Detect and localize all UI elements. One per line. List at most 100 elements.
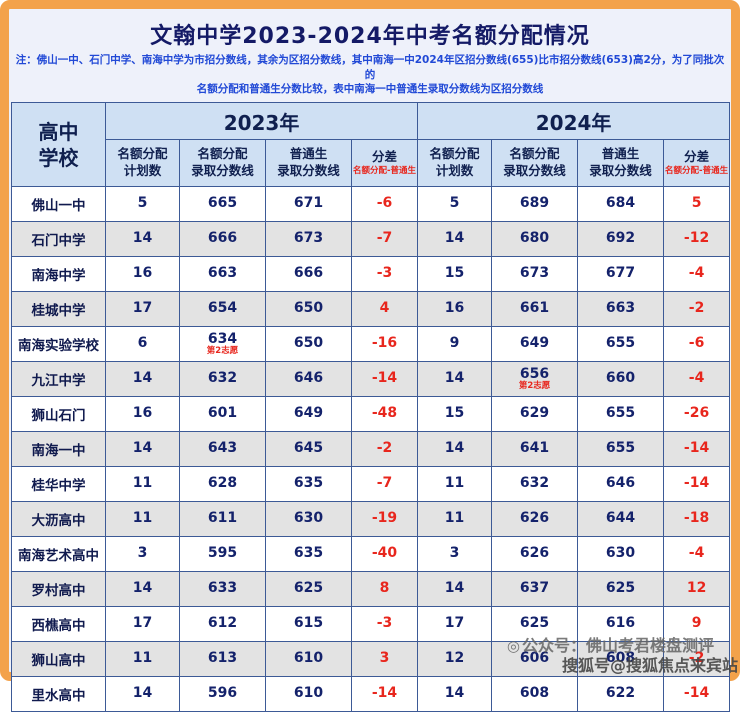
value-cell: 14 — [105, 431, 180, 468]
value-cell: 14 — [417, 361, 493, 398]
diff-cell: -12 — [663, 221, 731, 258]
table-row: 罗村高中 14 633 625 8 14 637 625 12 — [11, 571, 731, 608]
value-cell: 611 — [179, 501, 266, 538]
table-row: 佛山一中 5 665 671 -6 5 689 684 5 — [11, 186, 731, 223]
value-cell: 663 — [179, 256, 266, 293]
table-row: 南海艺术高中 3 595 635 -40 3 626 630 -4 — [11, 536, 731, 573]
table-row: 大沥高中 11 611 630 -19 11 626 644 -18 — [11, 501, 731, 538]
value-cell: 6 — [105, 326, 180, 363]
value-cell: 655 — [577, 326, 665, 363]
value-cell: 15 — [417, 396, 493, 433]
quota-table: 高中 学校 2023年 2024年 名额分配 计划数 名额分配 录取分数线 普通生 录取分… — [11, 102, 731, 712]
diff-cell: -2 — [350, 431, 419, 468]
value-cell: 630 — [265, 501, 352, 538]
school-name-cell: 石门中学 — [11, 221, 106, 258]
school-name-cell: 南海一中 — [11, 431, 106, 468]
value-cell: 673 — [491, 256, 579, 293]
value-cell: 615 — [265, 606, 352, 643]
value-cell: 661 — [491, 291, 579, 328]
value-cell: 635 — [265, 536, 352, 573]
value-cell: 12 — [417, 641, 493, 678]
value-cell: 11 — [105, 466, 180, 503]
table-row: 石门中学 14 666 673 -7 14 680 692 -12 — [11, 221, 731, 258]
value-cell: 673 — [265, 221, 352, 258]
value-cell: 629 — [491, 396, 579, 433]
school-name-cell: 里水高中 — [11, 676, 106, 712]
school-name-cell: 狮山石门 — [11, 396, 106, 433]
value-cell: 622 — [577, 676, 665, 712]
value-cell: 3 — [105, 536, 180, 573]
value-cell: 613 — [179, 641, 266, 678]
value-cell: 601 — [179, 396, 266, 433]
value-cell: 637 — [491, 571, 579, 608]
value-cell: 14 — [105, 361, 180, 398]
page-title: 文翰中学2023-2024年中考名额分配情况 — [150, 24, 590, 49]
value-cell: 9 — [417, 326, 493, 363]
diff-cell: -14 — [350, 361, 419, 398]
diff-cell: -4 — [663, 536, 731, 573]
value-cell: 595 — [179, 536, 266, 573]
diff-cell: -7 — [350, 221, 419, 258]
school-name-cell: 佛山一中 — [11, 186, 106, 223]
value-cell: 677 — [577, 256, 665, 293]
table-row: 桂城中学 17 654 650 4 16 661 663 -2 — [11, 291, 731, 328]
value-cell: 634 第2志愿 — [179, 326, 266, 363]
value-cell: 689 — [491, 186, 579, 223]
value-cell: 660 — [577, 361, 665, 398]
value-cell: 644 — [577, 501, 665, 538]
school-name-cell: 大沥高中 — [11, 501, 106, 538]
value-cell: 654 — [179, 291, 266, 328]
corner-header: 高中 学校 — [11, 102, 106, 188]
value-cell: 656 第2志愿 — [491, 361, 579, 398]
diff-cell: -4 — [663, 256, 731, 293]
value-cell: 15 — [417, 256, 493, 293]
value-cell: 610 — [265, 641, 352, 678]
diff-cell: -19 — [350, 501, 419, 538]
value-cell: 625 — [265, 571, 352, 608]
table-row: 狮山石门 16 601 649 -48 15 629 655 -26 — [11, 396, 731, 433]
corner-header-line2: 学校 — [38, 145, 79, 170]
value-cell: 635 — [265, 466, 352, 503]
table-row: 桂华中学 11 628 635 -7 11 632 646 -14 — [11, 466, 731, 503]
col-header-2023-1: 名额分配 录取分数线 — [179, 139, 266, 188]
school-name-cell: 南海中学 — [11, 256, 106, 293]
value-cell: 3 — [417, 536, 493, 573]
diff-cell: -40 — [350, 536, 419, 573]
value-cell: 14 — [105, 221, 180, 258]
diff-cell: -6 — [350, 186, 419, 223]
value-cell: 630 — [577, 536, 665, 573]
footnote: 注：佛山一中、石门中学、南海中学为市招分数线，其余为区招分数线，其中南海一中20… — [11, 53, 729, 97]
value-cell: 684 — [577, 186, 665, 223]
year-header-row: 高中 学校 2023年 2024年 — [11, 102, 731, 188]
year-header-2023: 2023年 — [104, 102, 419, 141]
value-cell: 5 — [417, 186, 493, 223]
value-cell: 655 — [577, 431, 665, 468]
sohu-watermark: 搜狐号@搜狐焦点来宾站 — [562, 652, 738, 676]
value-cell: 14 — [417, 676, 493, 712]
diff-cell: 12 — [663, 571, 731, 608]
school-name-cell: 罗村高中 — [11, 571, 106, 608]
value-cell: 663 — [577, 291, 665, 328]
footnote-line-2: 名额分配和普通生分数比较，表中南海一中普通生录取分数线为区招分数线 — [196, 83, 544, 96]
diff-cell: -14 — [663, 431, 731, 468]
col-header-2024-0: 名额分配 计划数 — [417, 139, 493, 188]
col-header-2024-3: 分差 名额分配-普通生 — [663, 139, 731, 188]
diff-cell: -18 — [663, 501, 731, 538]
value-cell: 666 — [179, 221, 266, 258]
value-cell: 616 — [577, 606, 665, 643]
value-cell: 17 — [105, 606, 180, 643]
value-cell: 608 — [577, 641, 665, 678]
value-cell: 641 — [491, 431, 579, 468]
value-cell: 11 — [105, 641, 180, 678]
value-cell: 650 — [265, 291, 352, 328]
school-name-cell: 桂华中学 — [11, 466, 106, 503]
wechat-watermark: ◎ 公众号：佛山考君楼盘测评 — [507, 632, 714, 656]
table-row: 南海一中 14 643 645 -2 14 641 655 -14 — [11, 431, 731, 468]
value-cell: 649 — [491, 326, 579, 363]
second-choice-note: 第2志愿 — [518, 380, 551, 391]
value-cell: 14 — [417, 571, 493, 608]
value-cell: 650 — [265, 326, 352, 363]
diff-cell: -4 — [663, 361, 731, 398]
value-cell: 666 — [265, 256, 352, 293]
table-row: 南海实验学校 6 634 第2志愿 650 -16 9 649 655 -6 — [11, 326, 731, 363]
